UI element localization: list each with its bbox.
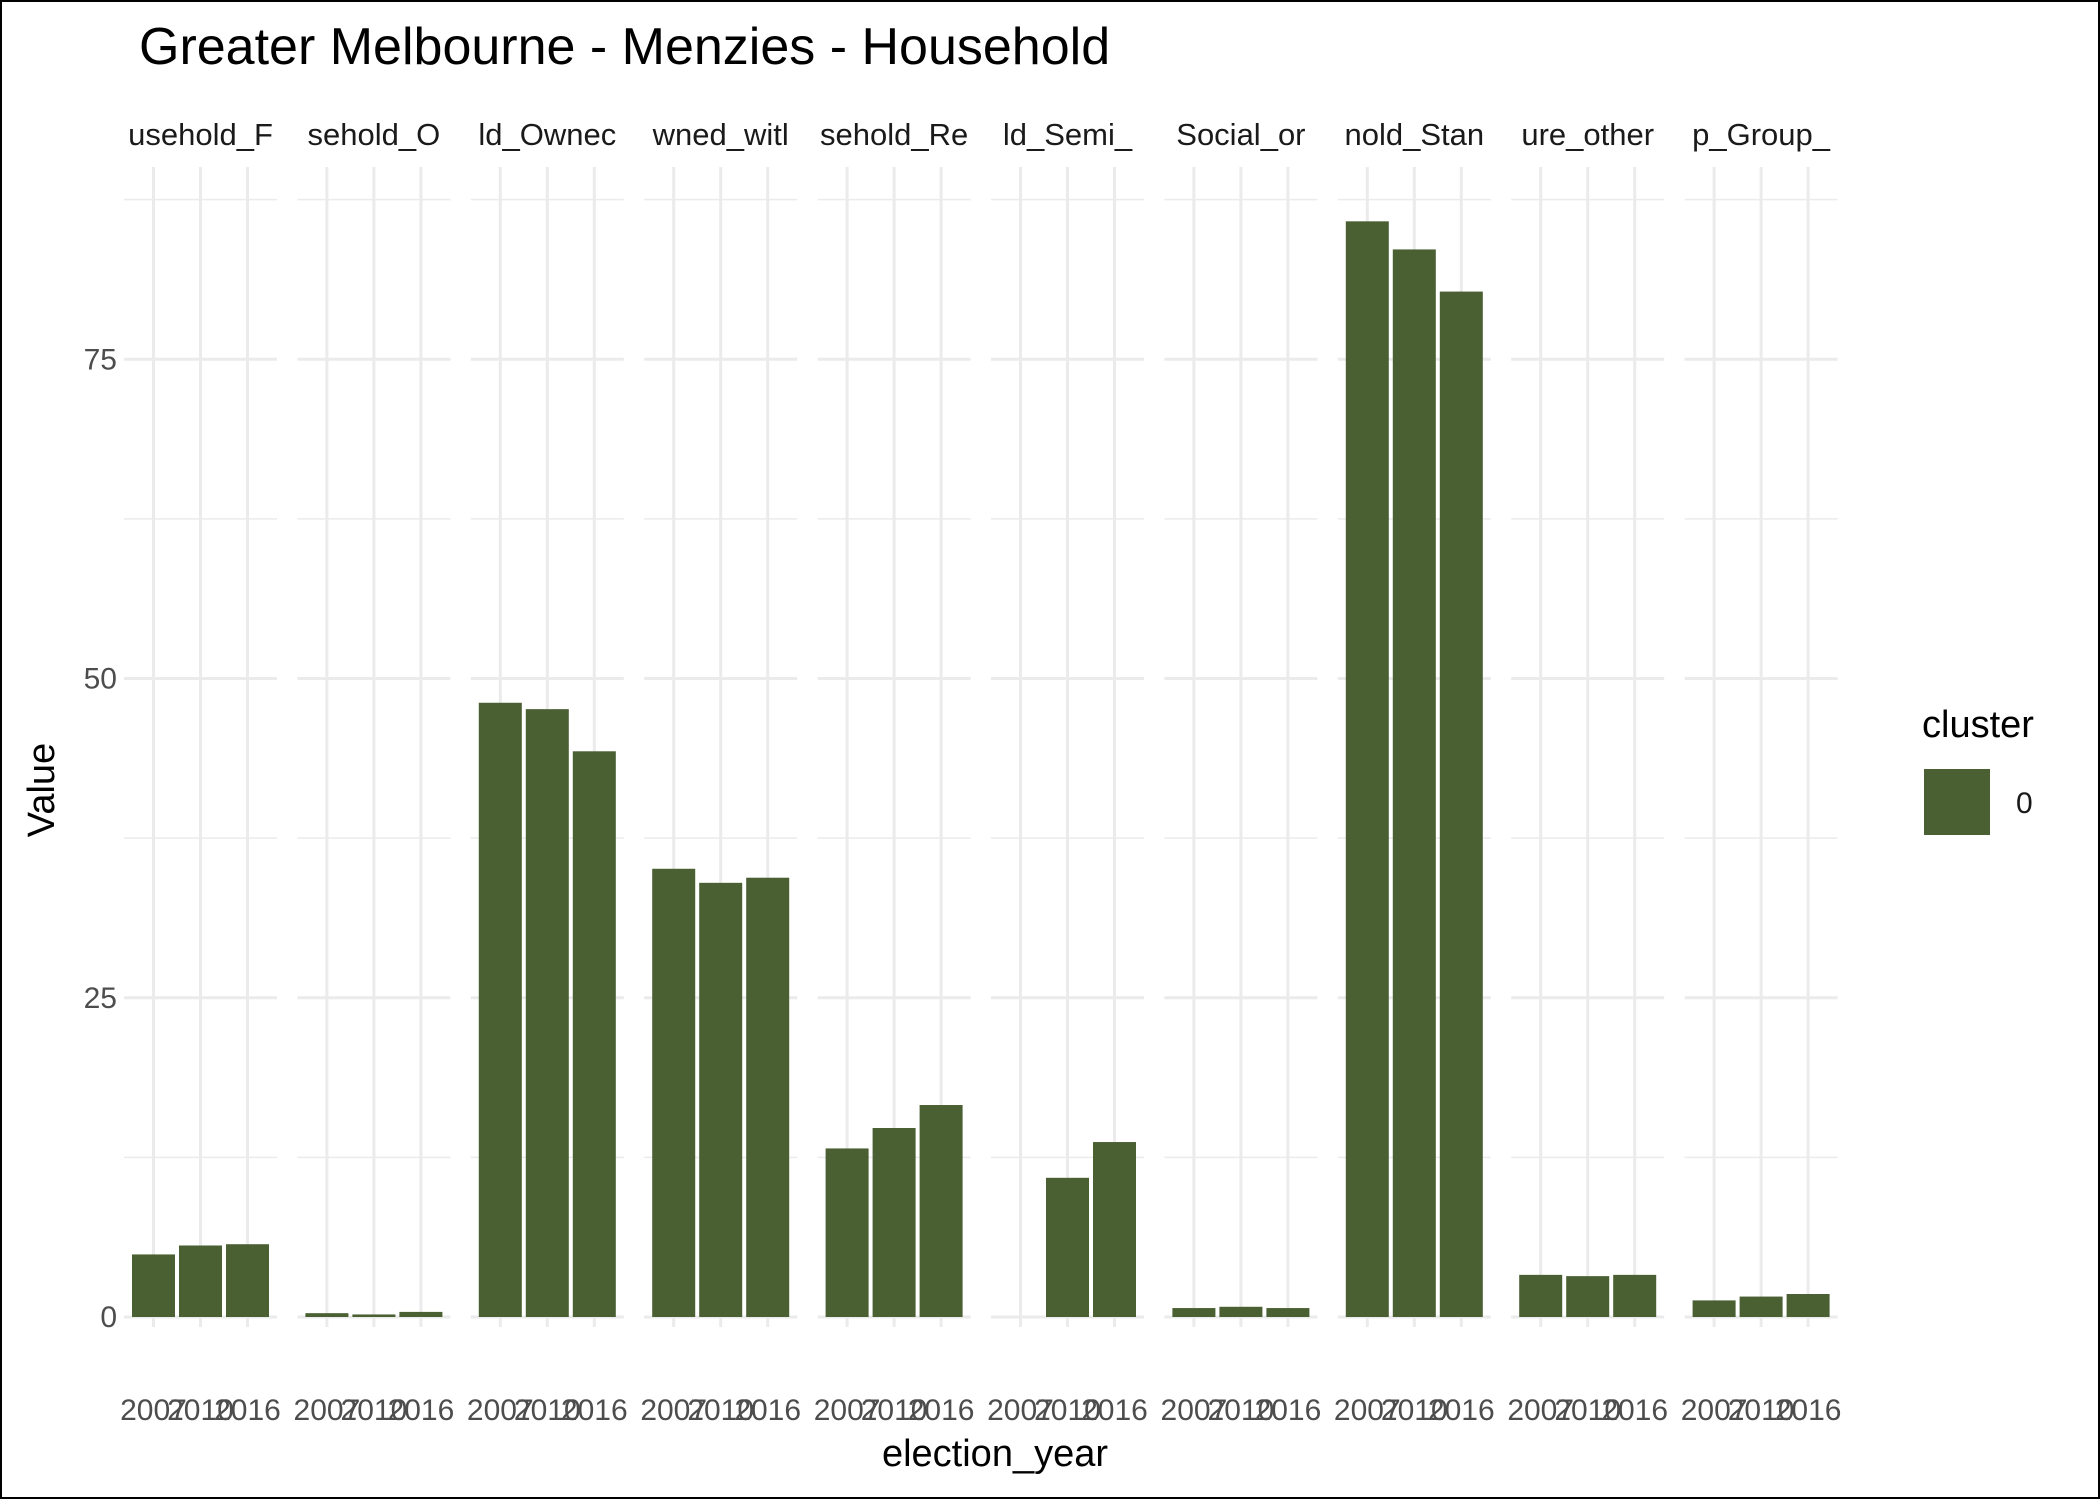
x-tick-label-0-2007: 2007 <box>120 1394 187 1427</box>
x-tick-label-8-2007: 2007 <box>1507 1394 1574 1427</box>
bar-6-2016 <box>1266 1308 1310 1317</box>
bar-1-2007 <box>305 1313 349 1317</box>
bar-8-2016 <box>1613 1274 1657 1317</box>
x-tick-label-5-2010: 2010 <box>1034 1394 1101 1427</box>
x-tick-label-7-2016: 2016 <box>1428 1394 1495 1427</box>
bar-6-2007 <box>1172 1308 1216 1317</box>
x-tick-label-5-2016: 2016 <box>1081 1394 1148 1427</box>
x-tick-label-2-2010: 2010 <box>514 1394 581 1427</box>
bar-9-2016 <box>1786 1294 1830 1317</box>
legend: cluster 0 <box>1922 704 2034 835</box>
x-tick-label-9-2016: 2016 <box>1775 1394 1842 1427</box>
facet-label-8: ure_other <box>1521 117 1654 152</box>
bar-0-2016 <box>226 1244 269 1317</box>
x-tick-label-2-2016: 2016 <box>561 1394 628 1427</box>
x-tick-label-3-2016: 2016 <box>734 1394 801 1427</box>
x-tick-label-0-2016: 2016 <box>214 1394 281 1427</box>
facet-label-3: wned_witl <box>652 117 789 152</box>
x-tick-label-7-2007: 2007 <box>1334 1394 1401 1427</box>
bar-9-2007 <box>1692 1300 1736 1317</box>
facet-label-0: usehold_F <box>128 117 273 152</box>
bar-7-2007 <box>1345 221 1389 1318</box>
x-tick-label-4-2007: 2007 <box>814 1394 881 1427</box>
bar-9-2010 <box>1739 1296 1783 1317</box>
y-tick-label-2: 50 <box>84 663 117 696</box>
x-tick-label-5-2007: 2007 <box>987 1394 1054 1427</box>
chart-title: Greater Melbourne - Menzies - Household <box>139 18 1110 76</box>
bar-layer <box>132 221 1830 1318</box>
grid-layer <box>124 167 1838 1327</box>
x-tick-label-8-2010: 2010 <box>1554 1394 1621 1427</box>
bar-0-2010 <box>179 1245 222 1317</box>
bar-5-2016 <box>1093 1142 1136 1317</box>
facet-label-5: ld_Semi_ <box>1003 117 1133 152</box>
x-tick-label-2-2007: 2007 <box>467 1394 534 1427</box>
bar-3-2007 <box>652 868 696 1317</box>
x-tick-label-6-2010: 2010 <box>1208 1394 1275 1427</box>
bar-4-2010 <box>872 1128 916 1317</box>
x-tick-label-7-2010: 2010 <box>1381 1394 1448 1427</box>
bar-0-2007 <box>132 1254 175 1317</box>
legend-key-0 <box>1924 769 1990 835</box>
bar-4-2007 <box>825 1148 869 1317</box>
facet-label-4: sehold_Re <box>820 117 968 152</box>
x-tick-label-9-2010: 2010 <box>1728 1394 1795 1427</box>
bar-1-2016 <box>399 1311 443 1317</box>
x-tick-label-6-2007: 2007 <box>1161 1394 1228 1427</box>
y-tick-label-3: 75 <box>84 343 117 376</box>
x-axis-title: election_year <box>882 1433 1108 1475</box>
bar-3-2016 <box>746 877 790 1317</box>
bar-7-2016 <box>1439 291 1483 1318</box>
label-layer: Greater Melbourne - Menzies - Household … <box>21 18 1841 1475</box>
y-axis-title: Value <box>21 743 63 837</box>
bar-2-2007 <box>478 702 522 1317</box>
x-tick-label-1-2016: 2016 <box>388 1394 455 1427</box>
bar-2-2016 <box>572 751 616 1317</box>
legend-title: cluster <box>1922 704 2034 746</box>
x-tick-label-6-2016: 2016 <box>1255 1394 1322 1427</box>
bar-8-2007 <box>1519 1274 1563 1317</box>
x-tick-label-8-2016: 2016 <box>1601 1394 1668 1427</box>
x-tick-label-3-2010: 2010 <box>687 1394 754 1427</box>
x-tick-label-3-2007: 2007 <box>640 1394 707 1427</box>
bar-8-2010 <box>1566 1276 1610 1317</box>
bar-6-2010 <box>1219 1306 1263 1317</box>
facet-label-6: Social_or <box>1176 117 1305 152</box>
bar-5-2010 <box>1046 1177 1089 1317</box>
x-tick-label-0-2010: 2010 <box>167 1394 234 1427</box>
bar-3-2010 <box>699 882 743 1317</box>
x-tick-label-9-2007: 2007 <box>1681 1394 1748 1427</box>
x-tick-label-4-2016: 2016 <box>908 1394 975 1427</box>
y-tick-label-1: 25 <box>84 982 117 1015</box>
x-tick-label-1-2007: 2007 <box>294 1394 361 1427</box>
facet-label-1: sehold_O <box>308 117 441 152</box>
bar-1-2010 <box>352 1314 396 1317</box>
bar-7-2010 <box>1392 249 1436 1318</box>
x-tick-label-1-2010: 2010 <box>341 1394 408 1427</box>
y-tick-label-0: 0 <box>100 1301 117 1334</box>
facet-label-9: p_Group_ <box>1692 117 1831 152</box>
bar-2-2010 <box>525 709 569 1317</box>
facet-label-2: ld_Ownec <box>478 117 616 152</box>
bar-4-2016 <box>919 1105 963 1317</box>
facet-label-7: nold_Stan <box>1344 117 1484 152</box>
legend-label-0: 0 <box>2016 787 2033 820</box>
x-tick-label-4-2010: 2010 <box>861 1394 928 1427</box>
